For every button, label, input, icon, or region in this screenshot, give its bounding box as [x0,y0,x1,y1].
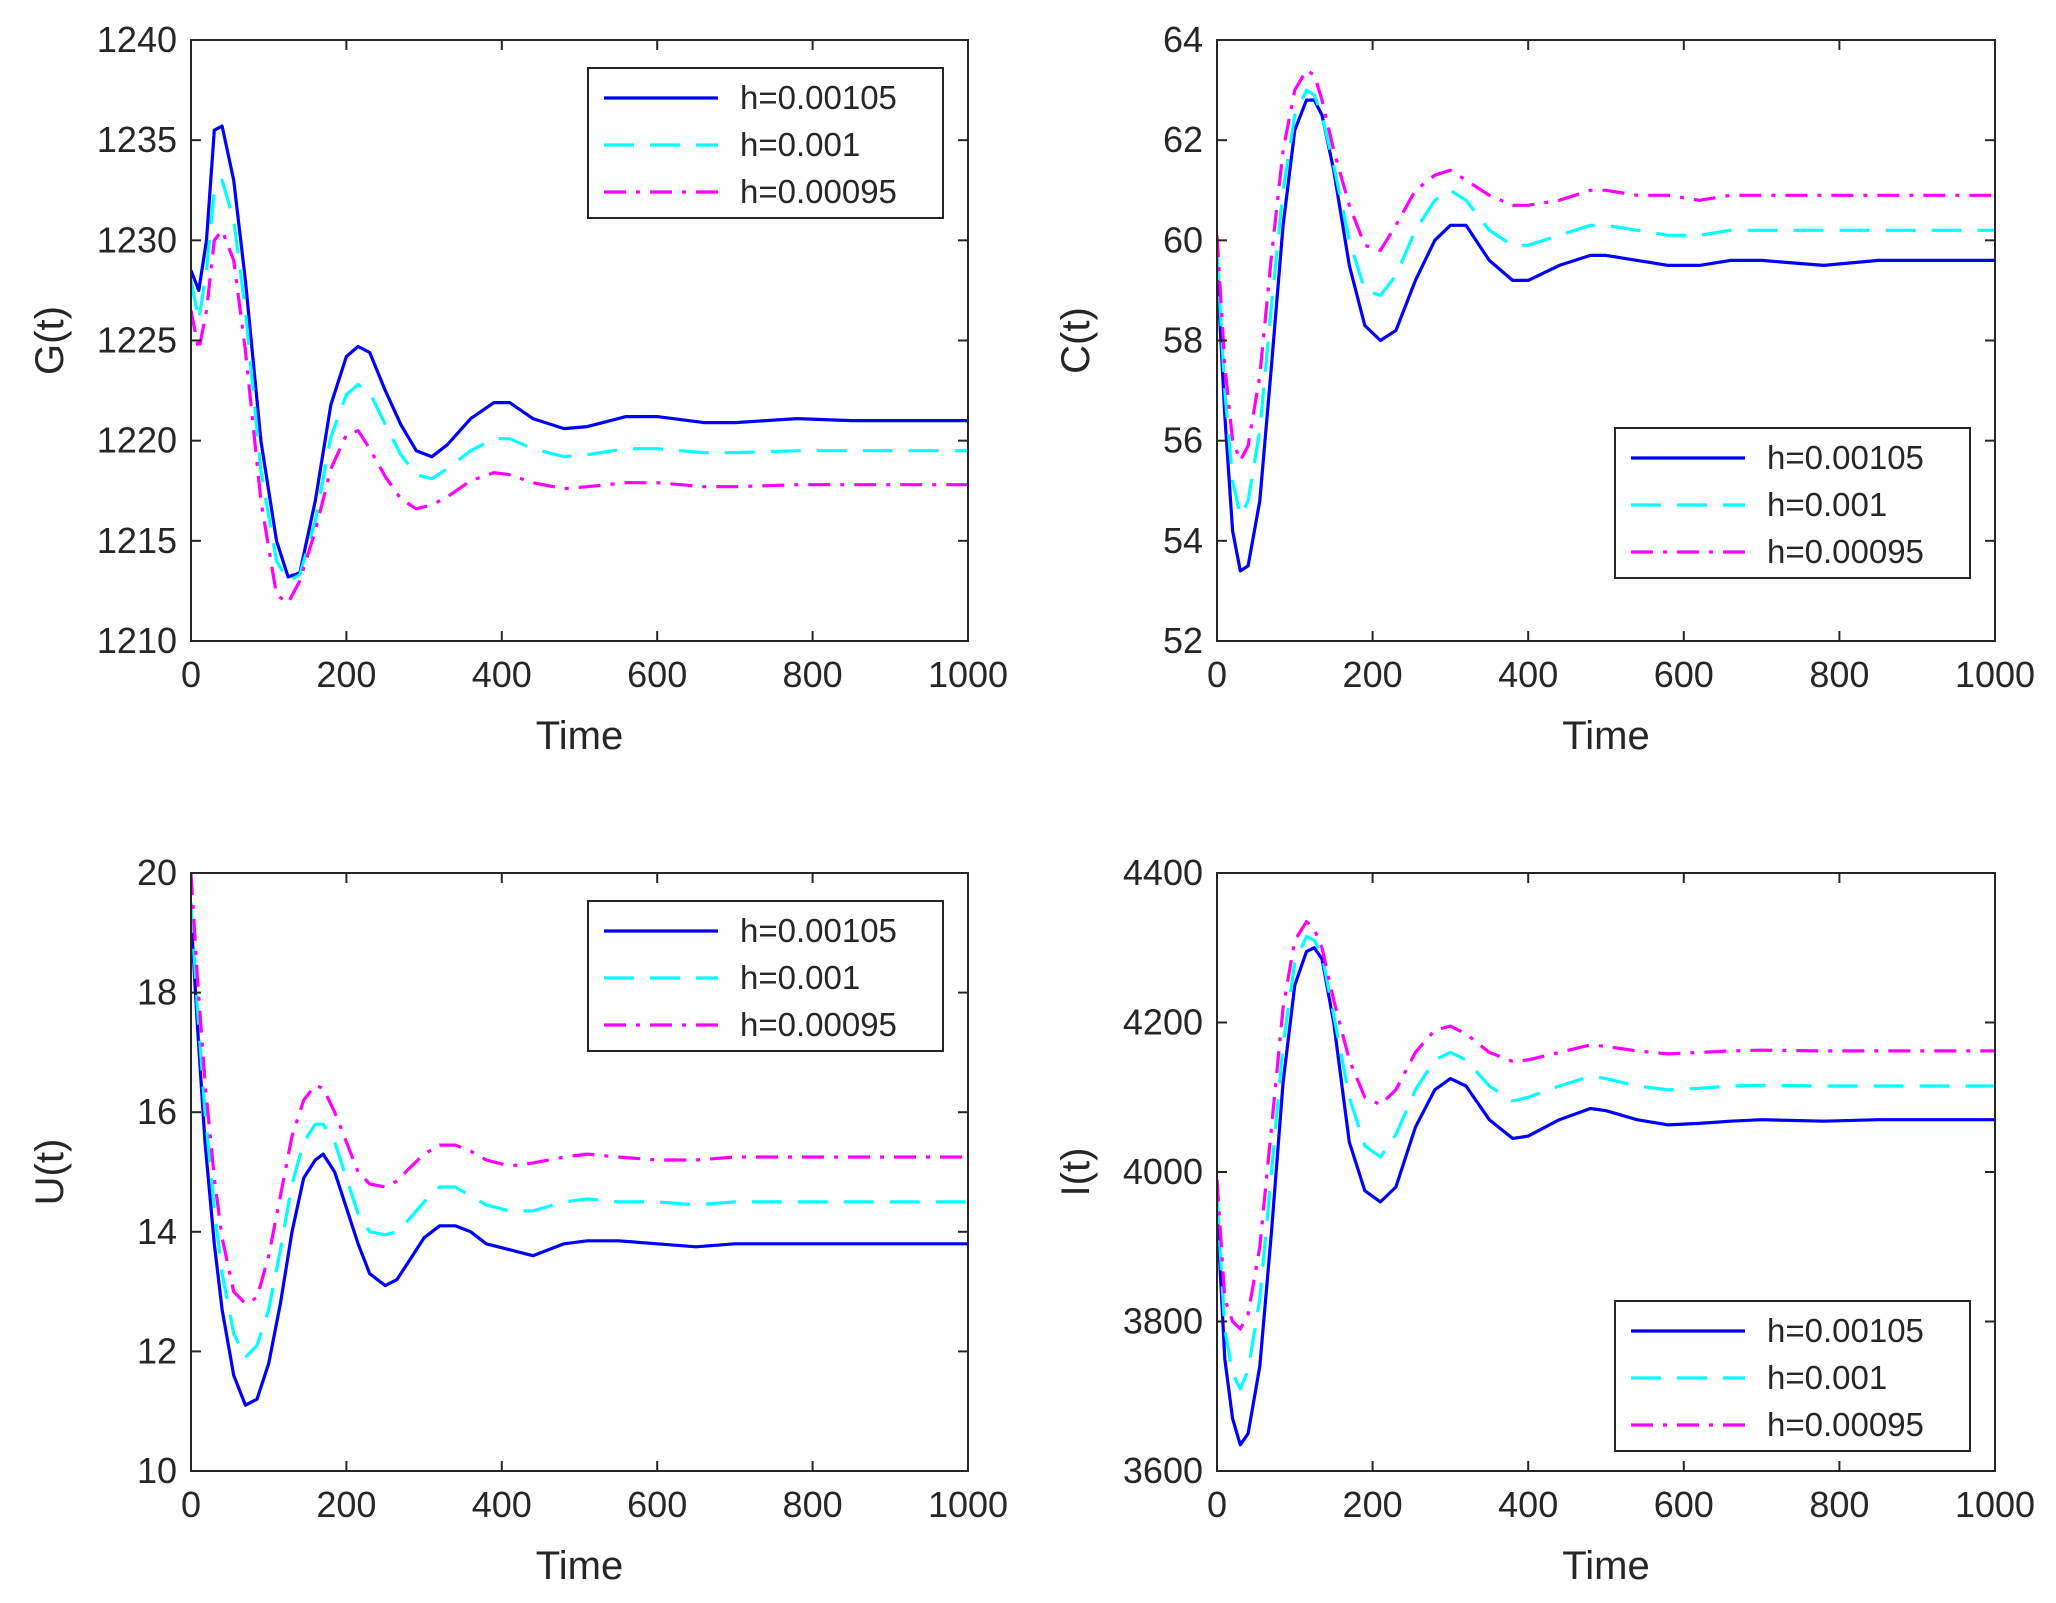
series-line-dashdot [191,228,968,605]
series-line-dashed [191,178,968,583]
legend: h=0.00105 h=0.001 h=0.00095 [587,900,944,1052]
x-axis-label: Time [1562,714,1649,758]
x-tick-label: 400 [472,1484,532,1525]
y-tick-label: 1220 [97,420,177,461]
legend-label: h=0.00095 [740,1006,897,1043]
x-tick-label: 400 [1498,654,1558,695]
legend-label: h=0.00105 [740,79,897,116]
legend: h=0.00105 h=0.001 h=0.00095 [587,67,944,219]
x-tick-label: 800 [1809,1484,1869,1525]
y-tick-label: 3800 [1123,1301,1203,1342]
x-tick-label: 0 [181,654,201,695]
legend: h=0.00105 h=0.001 h=0.00095 [1614,427,1971,579]
x-tick-label: 200 [1343,1484,1403,1525]
y-tick-label: 1225 [97,320,177,361]
y-tick-label: 52 [1163,620,1203,661]
axes-box [190,872,969,1472]
chart-panel-g: 0 200 400 600 800 1000 1210 1215 1220 1225 1230 123… [28,19,1008,758]
legend-label: h=0.001 [740,959,860,996]
x-tick-label: 400 [472,654,532,695]
y-axis-label: C(t) [1054,307,1098,374]
y-tick-label: 18 [137,972,177,1013]
y-tick-label: 4400 [1123,852,1203,893]
y-tick-label: 62 [1163,119,1203,160]
x-tick-label: 600 [627,1484,687,1525]
x-tick-label: 1000 [1955,654,2035,695]
series-line-solid [191,124,968,579]
legend-box [1614,427,1971,579]
series-line-dashed [1217,934,1995,1391]
legend-label: h=0.00105 [740,912,897,949]
x-tick-label: 1000 [1955,1484,2035,1525]
x-tick-label: 0 [1207,654,1227,695]
y-axis-label: I(t) [1054,1148,1098,1197]
legend-box [587,67,944,219]
y-tick-label: 1235 [97,119,177,160]
x-tick-label: 800 [783,654,843,695]
y-axis-label: U(t) [28,1139,72,1206]
legend-label: h=0.00095 [740,173,897,210]
x-tick-label: 200 [316,1484,376,1525]
y-tick-label: 16 [137,1091,177,1132]
legend-label: h=0.001 [740,126,860,163]
y-tick-label: 64 [1163,19,1203,60]
series-line-dashdot [191,873,968,1306]
legend-box [587,900,944,1052]
y-tick-label: 4200 [1123,1002,1203,1043]
y-tick-label: 10 [137,1450,177,1491]
legend: h=0.00105 h=0.001 h=0.00095 [1614,1300,1971,1452]
y-tick-label: 1240 [97,19,177,60]
y-tick-label: 12 [137,1330,177,1371]
series-line-dashed [1217,88,1995,518]
legend-label: h=0.00105 [1767,439,1924,476]
x-tick-label: 800 [1809,654,1869,695]
series-line-dashed [191,902,968,1359]
chart-panel-u: 0 200 400 600 800 1000 10 12 14 16 18 20 Time U(t) h=0… [28,852,1008,1588]
y-tick-label: 54 [1163,520,1203,561]
legend-label: h=0.001 [1767,1359,1887,1396]
x-tick-label: 1000 [928,1484,1008,1525]
chart-panel-i: 0 200 400 600 800 1000 3600 3800 4000 4200 4400 Tim… [1054,852,2035,1588]
y-tick-label: 1230 [97,219,177,260]
x-tick-label: 1000 [928,654,1008,695]
x-tick-label: 600 [1654,654,1714,695]
x-tick-label: 600 [1654,1484,1714,1525]
series-line-dashdot [1217,920,1995,1331]
x-tick-label: 400 [1498,1484,1558,1525]
y-axis-label: G(t) [28,306,72,375]
legend-box [1614,1300,1971,1452]
y-tick-label: 60 [1163,219,1203,260]
x-axis-label: Time [536,1544,623,1588]
x-tick-label: 200 [1343,654,1403,695]
x-tick-label: 800 [783,1484,843,1525]
y-tick-label: 3600 [1123,1450,1203,1491]
legend-label: h=0.00095 [1767,533,1924,570]
legend-label: h=0.00105 [1767,1312,1924,1349]
legend-label: h=0.001 [1767,486,1887,523]
x-tick-label: 600 [627,654,687,695]
legend-label: h=0.00095 [1767,1406,1924,1443]
y-tick-label: 20 [137,852,177,893]
x-axis-label: Time [536,714,623,758]
series-line-solid [1217,946,1995,1447]
series-line-solid [191,914,968,1407]
y-tick-label: 4000 [1123,1151,1203,1192]
y-tick-label: 1210 [97,620,177,661]
y-tick-label: 56 [1163,420,1203,461]
x-tick-label: 200 [316,654,376,695]
x-tick-label: 0 [181,1484,201,1525]
x-axis-label: Time [1562,1544,1649,1588]
y-tick-label: 58 [1163,320,1203,361]
y-tick-label: 14 [137,1211,177,1252]
series-line-solid [1217,98,1995,573]
y-tick-label: 1215 [97,520,177,561]
x-tick-label: 0 [1207,1484,1227,1525]
chart-panel-c: 0 200 400 600 800 1000 52 54 56 58 60 62 64 Time C(t) h… [1054,19,2035,758]
